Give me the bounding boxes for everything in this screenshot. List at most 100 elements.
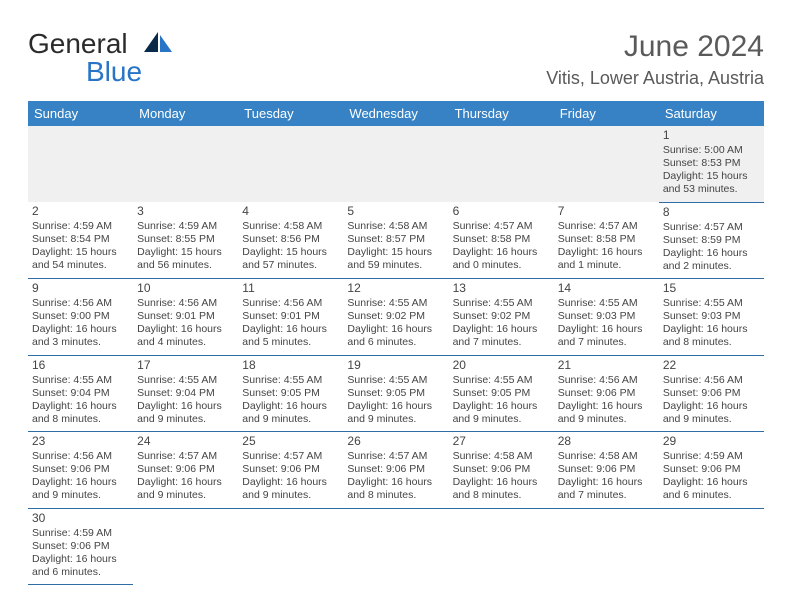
daylight2-text: and 57 minutes.	[242, 259, 339, 272]
daylight1-text: Daylight: 16 hours	[137, 323, 234, 336]
sunrise-text: Sunrise: 4:55 AM	[453, 374, 550, 387]
day-number: 28	[558, 434, 655, 449]
day-cell: 27Sunrise: 4:58 AMSunset: 9:06 PMDayligh…	[449, 432, 554, 509]
daylight1-text: Daylight: 16 hours	[663, 323, 760, 336]
day-number: 9	[32, 281, 129, 296]
sunset-text: Sunset: 8:56 PM	[242, 233, 339, 246]
day-cell	[659, 508, 764, 585]
sunrise-text: Sunrise: 4:55 AM	[558, 297, 655, 310]
col-thursday: Thursday	[449, 101, 554, 126]
day-cell: 21Sunrise: 4:56 AMSunset: 9:06 PMDayligh…	[554, 355, 659, 432]
day-number: 16	[32, 358, 129, 373]
sunrise-text: Sunrise: 4:58 AM	[558, 450, 655, 463]
col-saturday: Saturday	[659, 101, 764, 126]
daylight2-text: and 8 minutes.	[663, 336, 760, 349]
day-cell: 5Sunrise: 4:58 AMSunset: 8:57 PMDaylight…	[343, 202, 448, 279]
day-number: 18	[242, 358, 339, 373]
day-cell: 13Sunrise: 4:55 AMSunset: 9:02 PMDayligh…	[449, 279, 554, 356]
sunrise-text: Sunrise: 4:56 AM	[137, 297, 234, 310]
sunrise-text: Sunrise: 4:55 AM	[32, 374, 129, 387]
day-cell	[133, 508, 238, 585]
sunrise-text: Sunrise: 4:55 AM	[663, 297, 760, 310]
sunrise-text: Sunrise: 4:59 AM	[32, 527, 129, 540]
day-cell: 3Sunrise: 4:59 AMSunset: 8:55 PMDaylight…	[133, 202, 238, 279]
daylight1-text: Daylight: 16 hours	[242, 323, 339, 336]
daylight1-text: Daylight: 16 hours	[558, 476, 655, 489]
sunset-text: Sunset: 9:06 PM	[453, 463, 550, 476]
sunrise-text: Sunrise: 4:58 AM	[453, 450, 550, 463]
daylight1-text: Daylight: 16 hours	[137, 476, 234, 489]
logo-sail-icon	[144, 32, 172, 52]
daylight2-text: and 7 minutes.	[453, 336, 550, 349]
day-cell: 20Sunrise: 4:55 AMSunset: 9:05 PMDayligh…	[449, 355, 554, 432]
title-block: June 2024 Vitis, Lower Austria, Austria	[546, 30, 764, 89]
sunset-text: Sunset: 9:06 PM	[32, 463, 129, 476]
daylight2-text: and 9 minutes.	[242, 489, 339, 502]
sunrise-text: Sunrise: 4:56 AM	[558, 374, 655, 387]
day-number: 27	[453, 434, 550, 449]
day-number: 26	[347, 434, 444, 449]
sunrise-text: Sunrise: 4:55 AM	[453, 297, 550, 310]
day-cell	[449, 126, 554, 202]
sunrise-text: Sunrise: 4:56 AM	[32, 450, 129, 463]
day-cell: 4Sunrise: 4:58 AMSunset: 8:56 PMDaylight…	[238, 202, 343, 279]
daylight1-text: Daylight: 16 hours	[663, 400, 760, 413]
daylight1-text: Daylight: 15 hours	[242, 246, 339, 259]
day-cell	[28, 126, 133, 202]
sunset-text: Sunset: 9:06 PM	[558, 463, 655, 476]
day-cell	[343, 126, 448, 202]
sunset-text: Sunset: 9:05 PM	[453, 387, 550, 400]
sunset-text: Sunset: 8:58 PM	[558, 233, 655, 246]
daylight1-text: Daylight: 15 hours	[347, 246, 444, 259]
daylight1-text: Daylight: 16 hours	[453, 476, 550, 489]
daylight1-text: Daylight: 16 hours	[558, 400, 655, 413]
logo: General Blue	[28, 30, 172, 86]
sunset-text: Sunset: 8:54 PM	[32, 233, 129, 246]
daylight1-text: Daylight: 16 hours	[347, 476, 444, 489]
day-number: 21	[558, 358, 655, 373]
day-number: 11	[242, 281, 339, 296]
sunrise-text: Sunrise: 4:58 AM	[242, 220, 339, 233]
day-number: 5	[347, 204, 444, 219]
calendar-table: Sunday Monday Tuesday Wednesday Thursday…	[28, 101, 764, 585]
daylight2-text: and 6 minutes.	[32, 566, 129, 579]
daylight2-text: and 54 minutes.	[32, 259, 129, 272]
sunset-text: Sunset: 9:06 PM	[663, 463, 760, 476]
week-row: 9Sunrise: 4:56 AMSunset: 9:00 PMDaylight…	[28, 279, 764, 356]
sunset-text: Sunset: 9:03 PM	[663, 310, 760, 323]
col-friday: Friday	[554, 101, 659, 126]
sunset-text: Sunset: 8:58 PM	[453, 233, 550, 246]
sunset-text: Sunset: 9:02 PM	[453, 310, 550, 323]
day-cell	[133, 126, 238, 202]
day-cell	[554, 508, 659, 585]
daylight1-text: Daylight: 16 hours	[32, 400, 129, 413]
day-cell: 6Sunrise: 4:57 AMSunset: 8:58 PMDaylight…	[449, 202, 554, 279]
daylight1-text: Daylight: 16 hours	[347, 323, 444, 336]
sunrise-text: Sunrise: 4:59 AM	[663, 450, 760, 463]
day-cell: 10Sunrise: 4:56 AMSunset: 9:01 PMDayligh…	[133, 279, 238, 356]
sunset-text: Sunset: 8:59 PM	[663, 234, 760, 247]
month-title: June 2024	[546, 30, 764, 64]
daylight1-text: Daylight: 16 hours	[32, 323, 129, 336]
day-number: 30	[32, 511, 129, 526]
week-row: 30Sunrise: 4:59 AMSunset: 9:06 PMDayligh…	[28, 508, 764, 585]
daylight1-text: Daylight: 16 hours	[242, 400, 339, 413]
day-cell: 14Sunrise: 4:55 AMSunset: 9:03 PMDayligh…	[554, 279, 659, 356]
day-cell: 19Sunrise: 4:55 AMSunset: 9:05 PMDayligh…	[343, 355, 448, 432]
day-cell: 24Sunrise: 4:57 AMSunset: 9:06 PMDayligh…	[133, 432, 238, 509]
col-sunday: Sunday	[28, 101, 133, 126]
day-cell: 7Sunrise: 4:57 AMSunset: 8:58 PMDaylight…	[554, 202, 659, 279]
daylight1-text: Daylight: 15 hours	[663, 170, 760, 183]
calendar-body: 1Sunrise: 5:00 AMSunset: 8:53 PMDaylight…	[28, 126, 764, 585]
sunset-text: Sunset: 9:06 PM	[32, 540, 129, 553]
week-row: 1Sunrise: 5:00 AMSunset: 8:53 PMDaylight…	[28, 126, 764, 202]
daylight1-text: Daylight: 16 hours	[663, 476, 760, 489]
sunrise-text: Sunrise: 4:55 AM	[137, 374, 234, 387]
day-number: 19	[347, 358, 444, 373]
day-cell	[238, 126, 343, 202]
daylight2-text: and 6 minutes.	[663, 489, 760, 502]
logo-blue: Blue	[86, 56, 142, 87]
day-number: 25	[242, 434, 339, 449]
daylight2-text: and 9 minutes.	[663, 413, 760, 426]
sunset-text: Sunset: 9:02 PM	[347, 310, 444, 323]
